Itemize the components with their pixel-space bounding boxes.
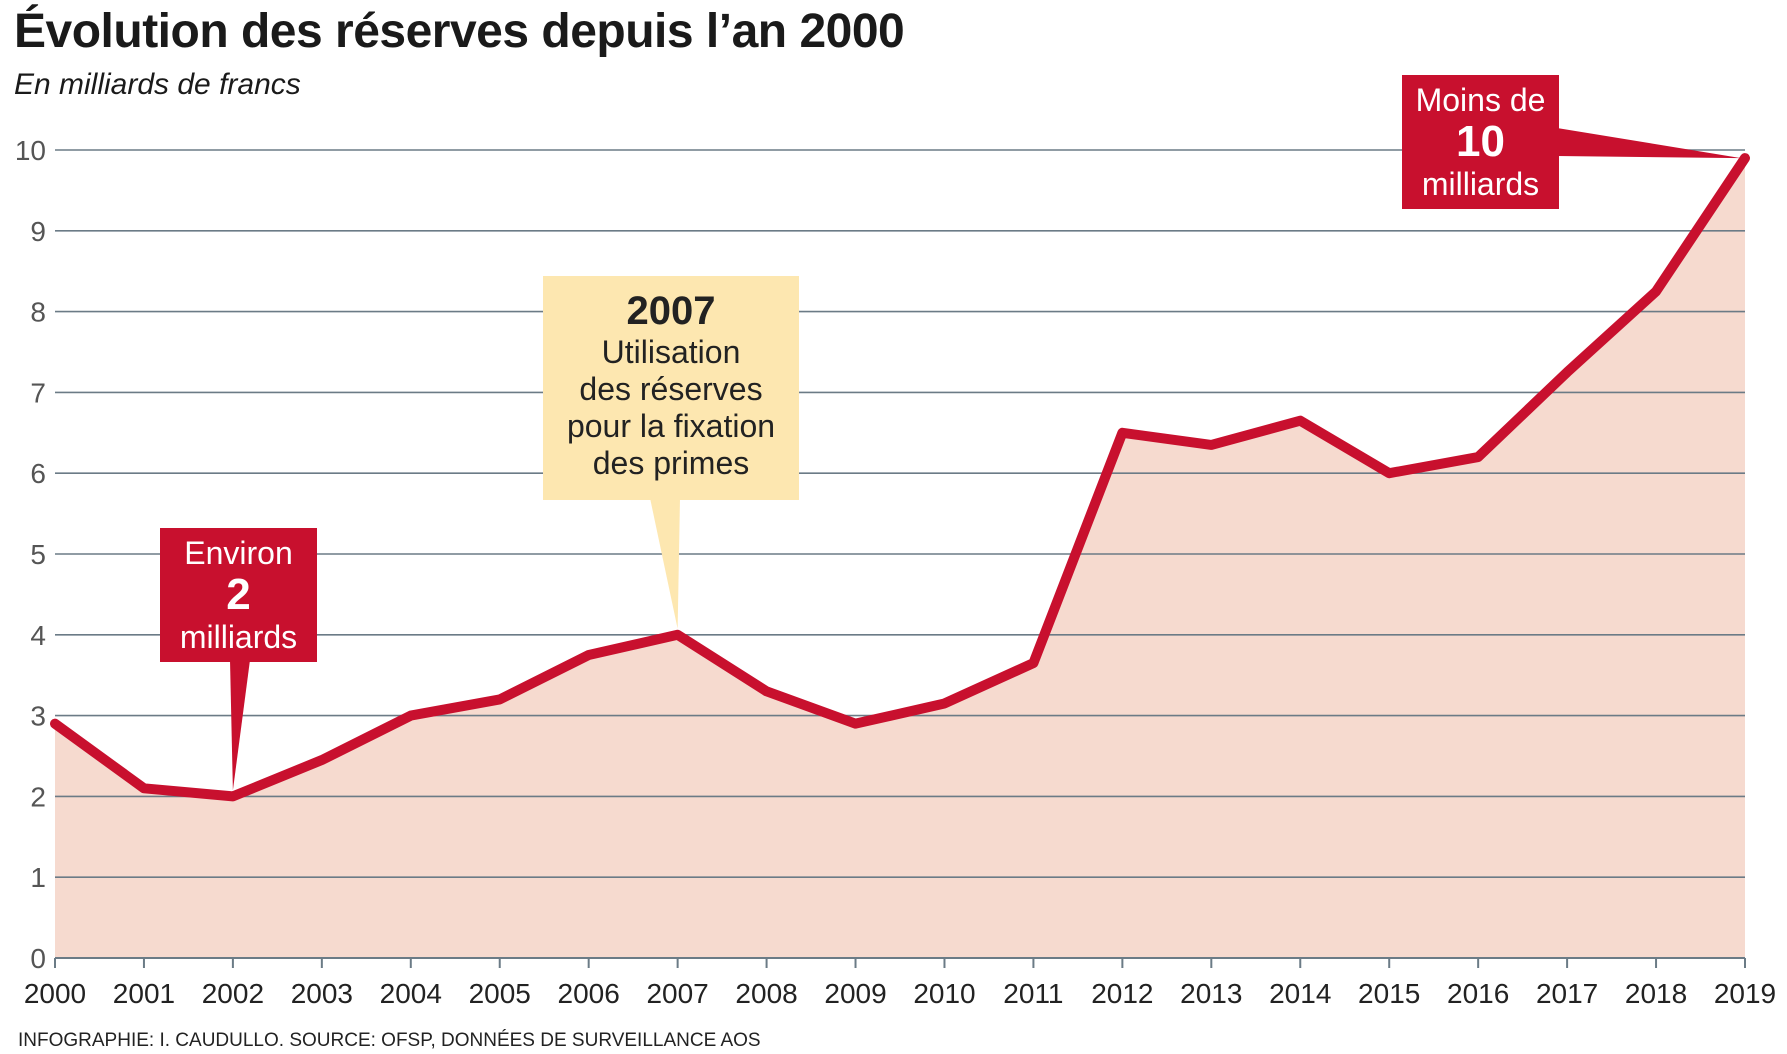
y-tick-label: 10 [15,135,46,166]
x-tick-label: 2014 [1269,978,1331,1009]
x-axis [54,957,1746,968]
callout-pointers [230,128,1741,791]
callout-mid-line1: Utilisation [601,334,741,370]
x-tick-label: 2010 [913,978,975,1009]
x-tick-label: 2003 [291,978,353,1009]
x-tick-label: 2015 [1358,978,1420,1009]
callout-high: Moins de 10 milliards [1402,75,1559,209]
callout-low-pointer [230,660,250,791]
callout-mid-line3: pour la fixation [566,408,776,444]
x-tick-label: 2008 [735,978,797,1009]
x-tick-label: 2017 [1536,978,1598,1009]
y-tick-label: 4 [30,620,46,651]
x-tick-label: 2005 [469,978,531,1009]
callout-mid-year: 2007 [626,289,716,333]
x-tick-label: 2002 [202,978,264,1009]
source-note: INFOGRAPHIE: I. CAUDULLO. SOURCE: OFSP, … [18,1030,761,1051]
callout-mid-line4: des primes [592,445,750,481]
callout-high-top: Moins de [1415,82,1546,118]
callout-mid-line2: des réserves [579,371,763,407]
x-tick-label: 2009 [824,978,886,1009]
y-tick-label: 5 [30,539,46,570]
x-tick-label: 2000 [24,978,86,1009]
callout-high-value: 10 [1456,117,1505,166]
callout-low-top: Environ [184,535,293,571]
y-tick-label: 2 [30,781,46,812]
x-tick-label: 2012 [1091,978,1153,1009]
x-tick-label: 2004 [380,978,442,1009]
callout-mid-pointer [650,498,680,629]
y-tick-label: 7 [30,377,46,408]
x-tick-label: 2007 [646,978,708,1009]
x-tick-label: 2011 [1003,978,1063,1009]
callout-low-bottom: milliards [179,619,298,655]
x-tick-label: 2018 [1625,978,1687,1009]
y-tick-label: 3 [30,701,46,732]
callout-high-bottom: milliards [1421,166,1540,202]
series-line [50,153,1750,802]
x-tick-labels: 2000 2001 2002 2003 2004 2005 2006 2007 2008 2009… [24,978,1776,1009]
x-tick-label: 2016 [1447,978,1509,1009]
x-tick-label: 2006 [558,978,620,1009]
chart-title: Évolution des réserves depuis l’an 2000 [14,5,905,58]
callout-low-value: 2 [226,570,251,619]
y-tick-label: 9 [30,216,46,247]
x-tick-label: 2001 [113,978,175,1009]
x-tick-label: 2019 [1714,978,1776,1009]
callout-high-pointer [1557,128,1741,159]
reserves-area [55,158,1745,958]
y-tick-label: 0 [30,943,46,974]
callout-low: Environ 2 milliards [160,528,317,662]
callout-mid: 2007 Utilisation des réserves pour la fi… [543,276,799,500]
y-axis: 0 1 2 3 4 5 6 7 8 9 10 [15,135,46,974]
y-tick-label: 1 [30,862,46,893]
chart-subtitle: En milliards de francs [14,68,301,101]
x-tick-label: 2013 [1180,978,1242,1009]
y-tick-label: 6 [30,458,46,489]
y-tick-label: 8 [30,297,46,328]
